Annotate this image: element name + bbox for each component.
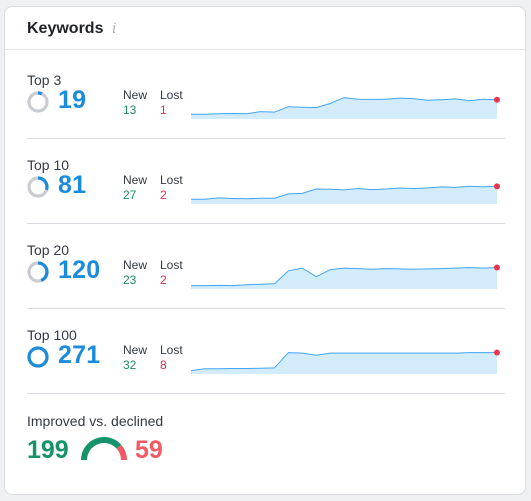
ring-icon — [27, 346, 49, 368]
lost-value[interactable]: 8 — [160, 358, 167, 372]
new-label: New — [123, 258, 148, 272]
gauge-declined-arc — [116, 444, 127, 461]
new-label: New — [123, 88, 148, 102]
lost-label: Lost — [160, 88, 183, 102]
gauge-improved-arc — [81, 437, 122, 461]
lost-label: Lost — [160, 343, 183, 357]
sparkline-line — [191, 352, 497, 372]
row-label: Top 100 — [27, 327, 77, 343]
row-label: Top 3 — [27, 72, 62, 88]
sparkline-area — [191, 267, 497, 289]
new-value[interactable]: 32 — [123, 358, 137, 372]
row-divider — [27, 223, 505, 224]
sparkline-line — [191, 267, 498, 287]
row-divider — [27, 393, 505, 394]
ring-fill — [27, 176, 49, 198]
sparkline-end-dot[interactable] — [494, 183, 500, 190]
row-count[interactable]: 271 — [58, 341, 101, 369]
improved-vs-declined-label: Improved vs. declined — [27, 413, 164, 429]
sparkline-line — [191, 185, 498, 200]
new-label: New — [123, 343, 148, 357]
lost-value[interactable]: 2 — [160, 273, 167, 287]
keywords-card: Keywords i Top 3 19 New Lost 13 1 Top 10… — [4, 6, 526, 495]
trend-sparkline — [191, 96, 500, 119]
sparkline-area — [191, 97, 497, 119]
improved-count[interactable]: 199 — [27, 436, 69, 464]
keyword-row-top20: Top 20 120 New Lost 23 2 — [27, 242, 507, 327]
sparkline-line — [191, 97, 498, 115]
card-title: Keywords — [27, 20, 104, 37]
row-divider — [27, 138, 505, 139]
lost-value[interactable]: 2 — [160, 188, 167, 202]
sparkline-end-dot[interactable] — [494, 264, 500, 271]
ring-fill — [27, 346, 49, 368]
ring-icon — [27, 91, 49, 113]
row-label: Top 20 — [27, 242, 70, 258]
improved-declined-gauge — [81, 437, 127, 461]
row-count[interactable]: 19 — [58, 86, 87, 114]
keyword-row-top3: Top 3 19 New Lost 13 1 — [27, 72, 507, 157]
sparkline-end-dot[interactable] — [494, 349, 500, 356]
trend-sparkline — [191, 264, 500, 289]
lost-label: Lost — [160, 173, 183, 187]
new-value[interactable]: 13 — [123, 103, 137, 117]
card-header: Keywords i — [5, 7, 525, 50]
lost-value[interactable]: 1 — [160, 103, 167, 117]
sparkline-end-dot[interactable] — [494, 96, 500, 103]
new-value[interactable]: 27 — [123, 188, 137, 202]
row-count[interactable]: 81 — [58, 171, 87, 199]
trend-sparkline — [191, 183, 500, 204]
row-count[interactable]: 120 — [58, 256, 101, 284]
row-divider — [27, 308, 505, 309]
new-label: New — [123, 173, 148, 187]
sparkline-area — [191, 352, 497, 374]
sparkline-area — [191, 186, 497, 204]
ring-icon — [27, 261, 49, 283]
ring-fill — [27, 91, 49, 113]
keyword-row-top10: Top 10 81 New Lost 27 2 — [27, 157, 507, 242]
ring-fill — [27, 261, 49, 283]
lost-label: Lost — [160, 258, 183, 272]
row-label: Top 10 — [27, 157, 70, 173]
keyword-row-top100: Top 100 271 New Lost 32 8 — [27, 327, 507, 412]
new-value[interactable]: 23 — [123, 273, 137, 287]
trend-sparkline — [191, 349, 500, 374]
ring-icon — [27, 176, 49, 198]
declined-count[interactable]: 59 — [135, 436, 163, 464]
info-icon[interactable]: i — [112, 21, 117, 37]
